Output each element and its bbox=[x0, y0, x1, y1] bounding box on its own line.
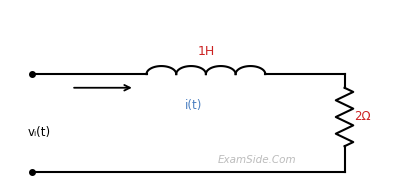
Text: i(t): i(t) bbox=[185, 99, 203, 113]
Text: 2Ω: 2Ω bbox=[354, 111, 371, 123]
Text: vᵢ(t): vᵢ(t) bbox=[28, 126, 51, 139]
Text: 1H: 1H bbox=[197, 45, 215, 58]
Text: ExamSide.Com: ExamSide.Com bbox=[218, 155, 297, 165]
